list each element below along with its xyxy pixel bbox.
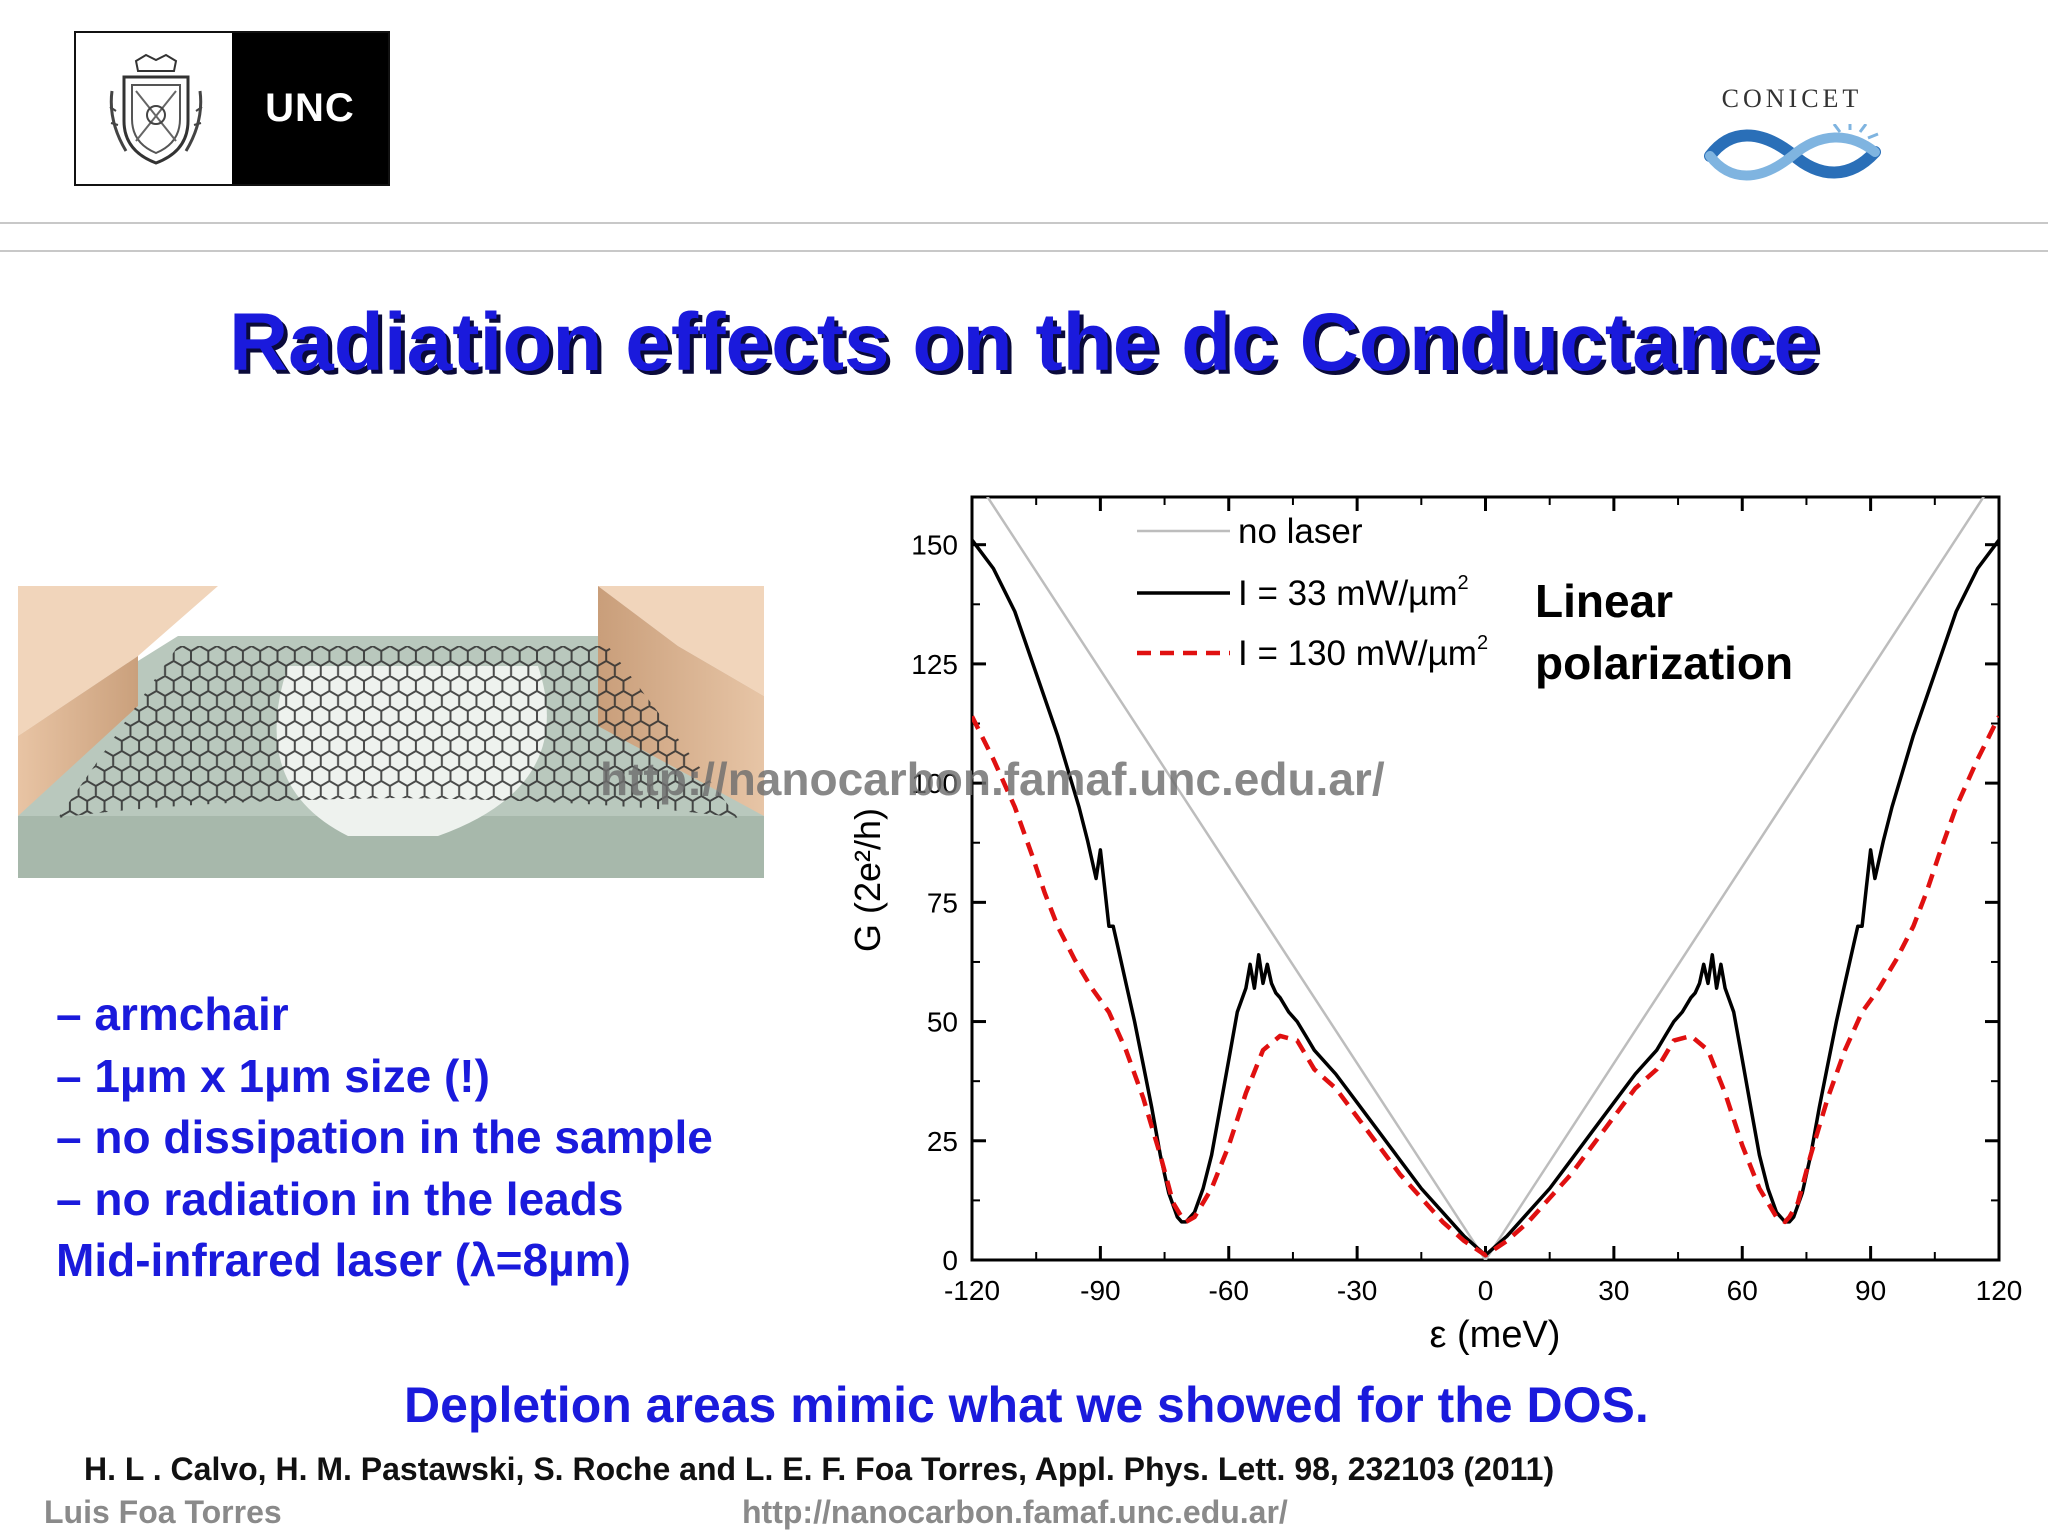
bullet-item: – no radiation in the leads — [56, 1172, 624, 1225]
footer-url: http://nanocarbon.famaf.unc.edu.ar/ — [742, 1494, 1288, 1530]
bullet-item: Mid-infrared laser (λ=8µm) — [56, 1234, 631, 1286]
x-tick-label: -90 — [1080, 1275, 1120, 1306]
bullet-item: – 1µm x 1µm size (!) — [56, 1049, 490, 1102]
y-tick-label: 50 — [927, 1007, 958, 1038]
y-tick-label: 75 — [927, 887, 958, 918]
unc-logo: UNC — [74, 31, 390, 186]
x-tick-label: -30 — [1337, 1275, 1377, 1306]
y-axis-label: G (2e²/h) — [847, 808, 888, 952]
x-tick-label: 0 — [1478, 1275, 1494, 1306]
conclusion-text: Depletion areas mimic what we showed for… — [404, 1377, 1649, 1433]
bullet-item: – no dissipation in the sample — [56, 1111, 713, 1163]
legend-label: no laser — [1238, 512, 1363, 551]
unc-crest-icon — [109, 53, 203, 165]
y-tick-label: 100 — [911, 768, 958, 799]
header-divider-top — [0, 222, 2048, 224]
watermark-url: http://nanocarbon.famaf.unc.edu.ar/ — [600, 753, 1385, 805]
annotation-linear: Linear — [1535, 575, 1673, 627]
conicet-infinity-icon — [1704, 124, 1881, 181]
bullet-list: – armchair – 1µm x 1µm size (!) – no dis… — [56, 984, 713, 1292]
legend-unit-superscript: 2 — [1477, 632, 1488, 654]
x-tick-label: 120 — [1976, 1275, 2023, 1306]
y-tick-label: 125 — [911, 649, 958, 680]
legend-unit-superscript: 2 — [1458, 572, 1469, 594]
bullet-item: – armchair — [56, 988, 289, 1040]
axis-ticks — [970, 497, 2001, 1262]
conicet-logo: CONICET — [1692, 84, 1892, 194]
x-axis-label: ε (meV) — [1430, 1314, 1561, 1356]
legend-label: I = 130 mW/µm2 — [1238, 632, 1488, 673]
conductance-chart: 0 25 50 75 100 125 150 -120 -90 -60 -30 0 30 60 90 120… — [847, 495, 2022, 1356]
annotation-polarization: polarization — [1535, 637, 1793, 689]
y-tick-label: 0 — [942, 1245, 958, 1276]
x-tick-label: 60 — [1727, 1275, 1758, 1306]
graphene-device-illustration — [18, 586, 764, 878]
x-tick-label: -120 — [944, 1275, 1000, 1306]
citation-reference: H. L . Calvo, H. M. Pastawski, S. Roche … — [84, 1451, 1555, 1487]
header-divider-bottom — [0, 250, 2048, 252]
series-line-2 — [972, 715, 1999, 1258]
plot-frame — [970, 495, 2001, 1262]
x-tick-label: -60 — [1209, 1275, 1249, 1306]
conicet-logo-text: CONICET — [1721, 84, 1863, 113]
y-tick-label: 25 — [927, 1126, 958, 1157]
footer-author: Luis Foa Torres — [44, 1494, 282, 1530]
chart-legend: no laser I = 33 mW/µm2 I = 130 mW/µm2 — [1137, 512, 1488, 673]
slide-title: Radiation effects on the dc Conductance — [228, 297, 1820, 388]
unc-logo-text: UNC — [265, 86, 355, 130]
x-tick-label: 90 — [1855, 1275, 1886, 1306]
y-tick-labels: 0 25 50 75 100 125 150 — [911, 530, 958, 1276]
series-layer — [972, 497, 1999, 1260]
series-line-0 — [986, 497, 1985, 1260]
x-tick-label: 30 — [1598, 1275, 1629, 1306]
x-tick-labels: -120 -90 -60 -30 0 30 60 90 120 — [944, 1275, 2022, 1306]
y-tick-label: 150 — [911, 530, 958, 561]
legend-label: I = 33 mW/µm2 — [1238, 572, 1469, 613]
